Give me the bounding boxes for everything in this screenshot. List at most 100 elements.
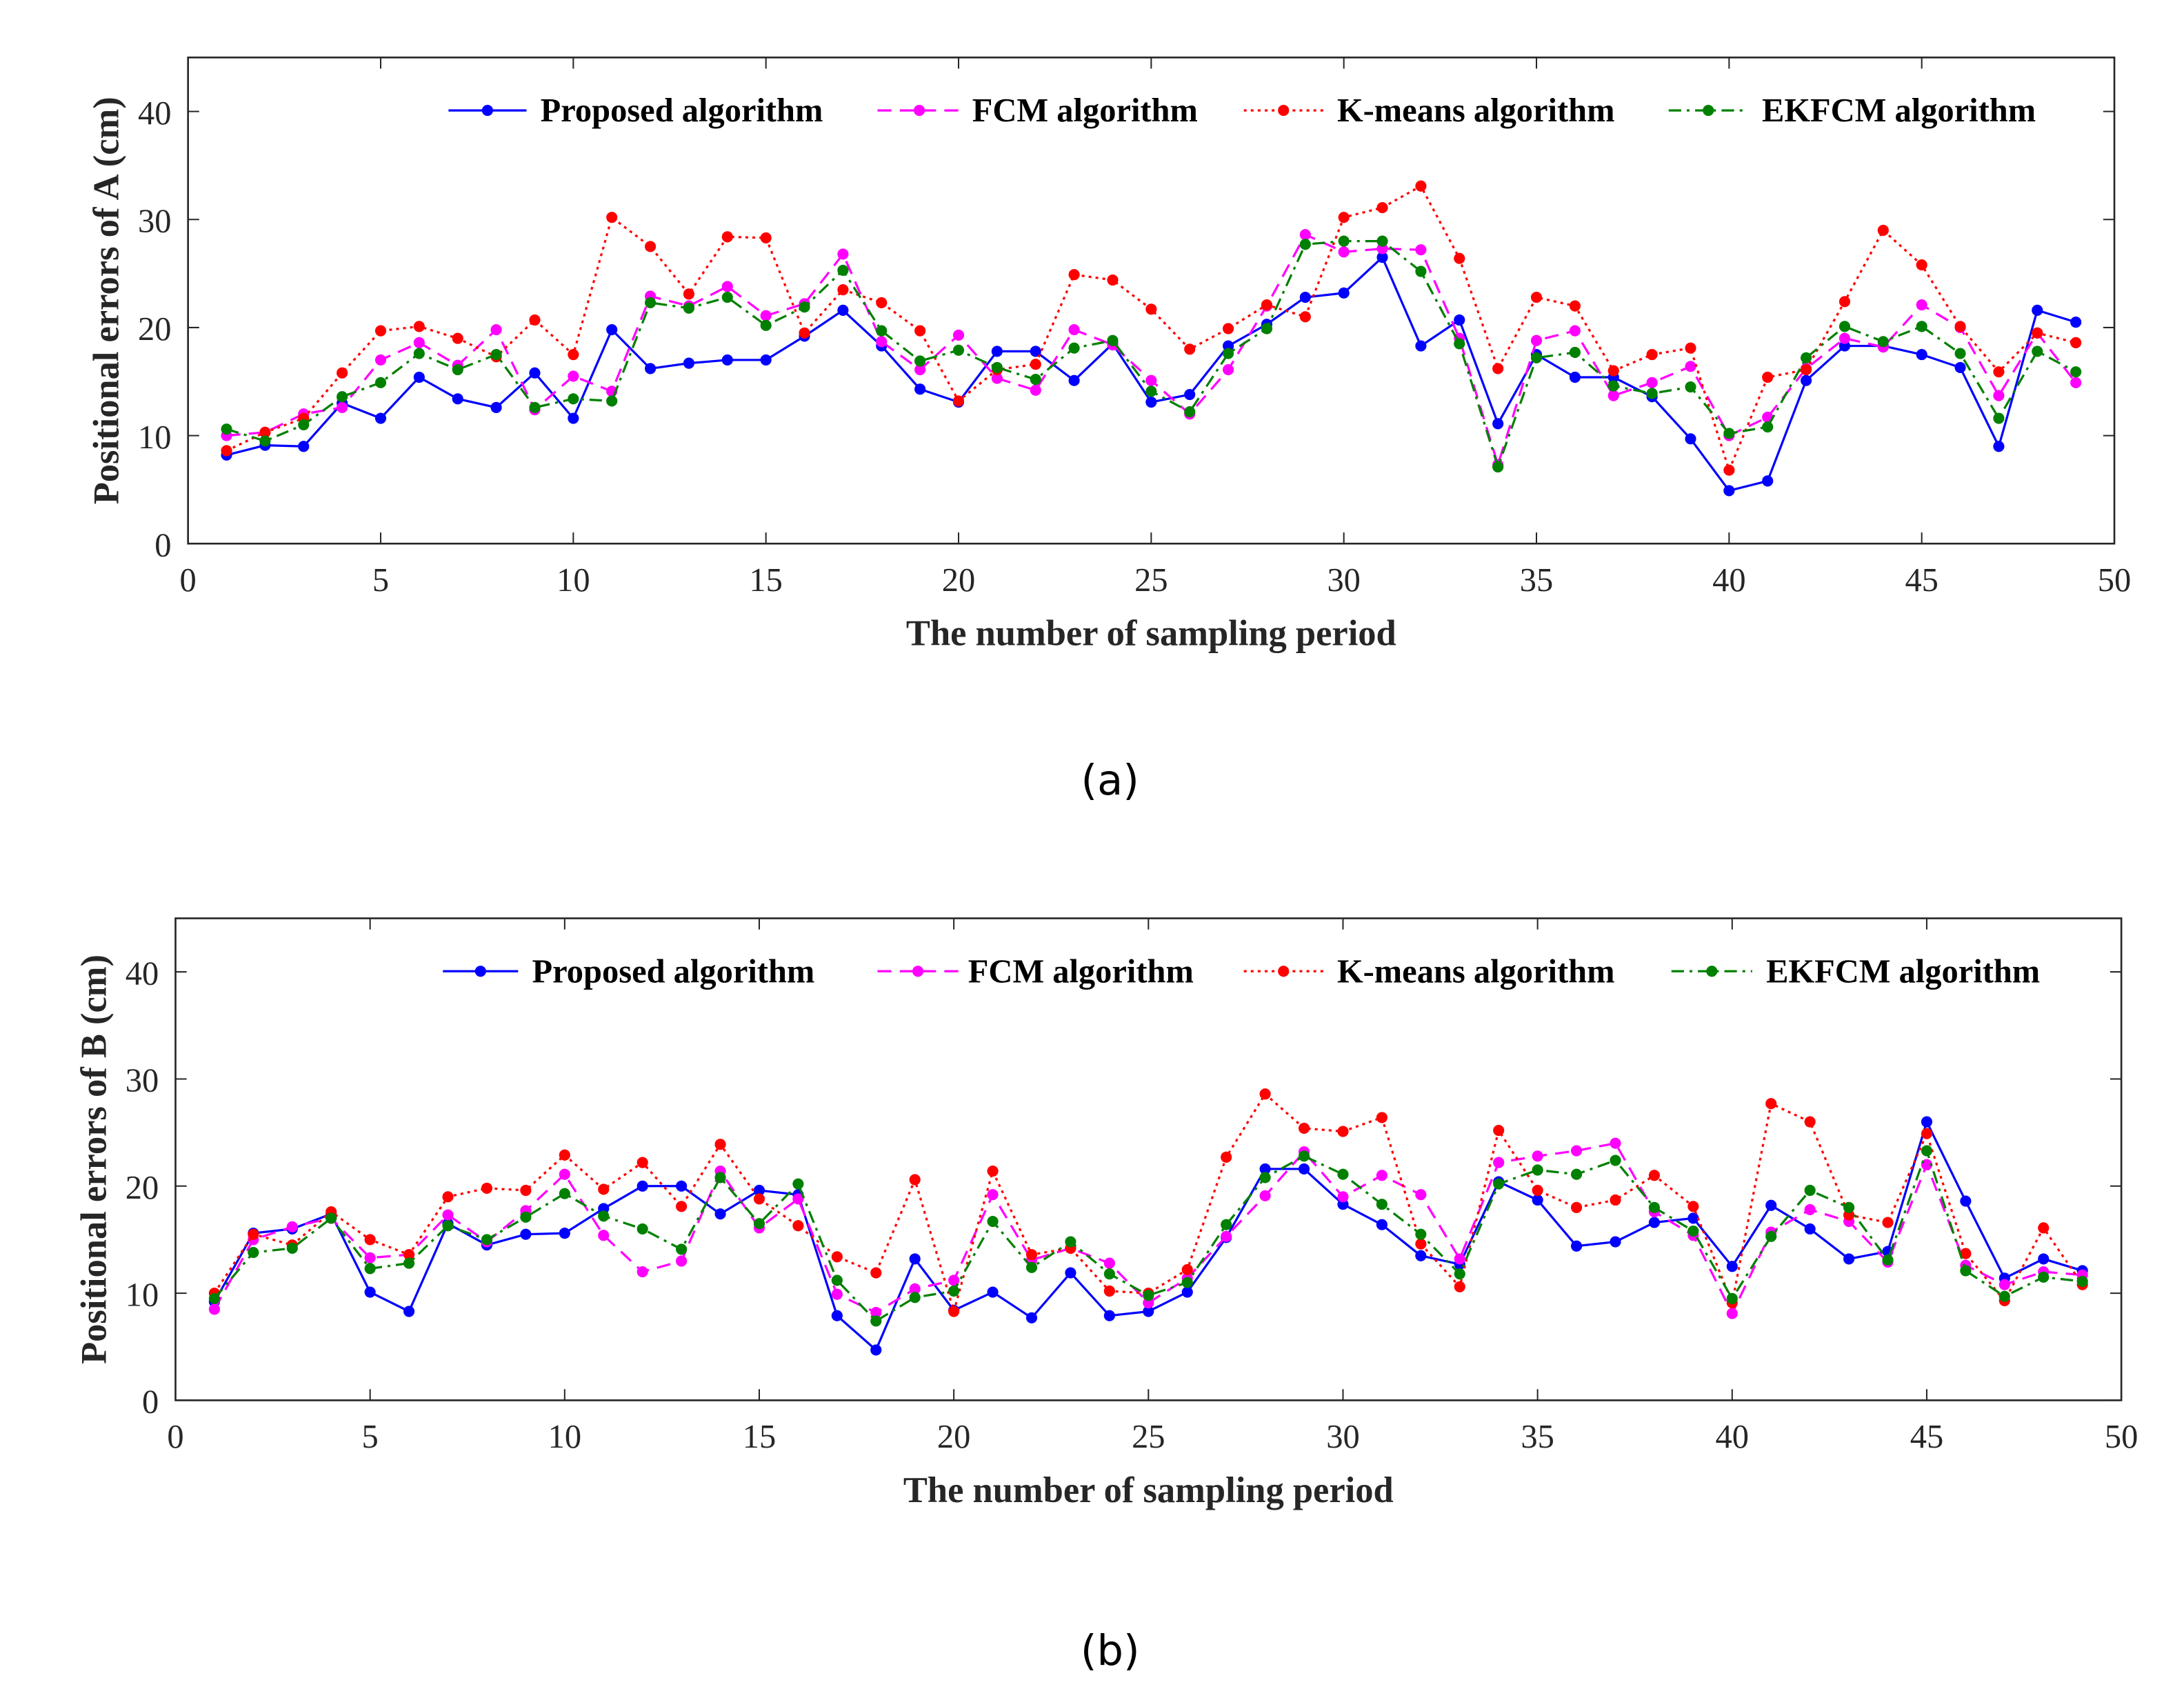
x-tick-label: 15 [749, 562, 782, 599]
data-point [1569, 371, 1581, 383]
data-point [760, 310, 772, 321]
data-point [831, 1251, 843, 1263]
legend-marker [913, 105, 925, 117]
data-point [1492, 418, 1504, 430]
data-point [1181, 1263, 1193, 1276]
data-point [948, 1306, 960, 1317]
data-point [1068, 342, 1080, 354]
data-point [1068, 374, 1080, 386]
data-point [1993, 412, 2005, 424]
data-point [1145, 303, 1157, 315]
data-point [1415, 340, 1427, 352]
data-point [1762, 371, 1774, 383]
legend-label: EKFCM algorithm [1766, 953, 2040, 990]
data-point [1103, 1268, 1115, 1280]
data-point [948, 1285, 960, 1297]
data-point [914, 383, 926, 395]
data-point [1954, 321, 1966, 332]
data-point [1415, 1250, 1427, 1261]
data-point [208, 1292, 221, 1304]
legend-label: EKFCM algorithm [1762, 92, 2036, 129]
data-point [598, 1230, 610, 1241]
data-point [991, 346, 1003, 357]
data-point [452, 332, 463, 344]
data-point [1610, 1236, 1621, 1248]
data-point [1298, 1163, 1310, 1175]
data-point [1726, 1308, 1738, 1319]
data-point [248, 1228, 259, 1240]
data-point [1415, 1189, 1427, 1201]
legend-marker [1278, 966, 1290, 977]
data-point [1493, 1124, 1505, 1137]
data-point [714, 1208, 726, 1220]
data-point [1181, 1277, 1193, 1288]
data-point [559, 1228, 570, 1239]
data-point [870, 1267, 882, 1279]
x-tick-label: 50 [2105, 1419, 2138, 1455]
x-tick-label: 5 [372, 562, 389, 599]
y-tick-label: 10 [138, 419, 171, 456]
data-point [1376, 1219, 1387, 1230]
data-point [1221, 1219, 1232, 1230]
data-point [1415, 1228, 1427, 1240]
data-point [337, 401, 348, 413]
data-point [987, 1215, 999, 1228]
data-point [1570, 1168, 1583, 1180]
panel-caption: (b) [1081, 1627, 1140, 1675]
data-point [644, 297, 657, 308]
data-point [403, 1257, 415, 1269]
data-point [1993, 441, 2005, 452]
data-point [831, 1288, 843, 1300]
x-tick-label: 40 [1712, 562, 1745, 599]
data-point [1025, 1249, 1038, 1261]
data-point [559, 1168, 570, 1180]
legend-label: K-means algorithm [1337, 953, 1615, 990]
data-point [1569, 346, 1581, 359]
x-tick-label: 20 [937, 1419, 970, 1455]
data-point [1337, 1191, 1349, 1203]
series-ekfcm-algorithm [221, 235, 2082, 473]
data-point [676, 1243, 688, 1255]
data-point [1103, 1310, 1115, 1321]
data-point [1532, 1150, 1543, 1162]
data-point [1765, 1199, 1777, 1211]
data-point [1916, 349, 1927, 361]
data-point [1030, 346, 1041, 357]
data-point [1222, 323, 1234, 334]
data-point [2070, 377, 2082, 388]
data-point [364, 1286, 376, 1298]
data-point [221, 445, 232, 457]
y-tick-label: 0 [154, 527, 171, 563]
data-point [1299, 229, 1311, 241]
data-point [1415, 244, 1427, 256]
x-tick-label: 0 [180, 562, 197, 599]
data-point [1843, 1253, 1855, 1265]
data-point [413, 337, 425, 348]
data-point [870, 1315, 882, 1327]
legend-label: FCM algorithm [972, 92, 1198, 129]
x-tick-label: 50 [2098, 562, 2131, 599]
data-point [1184, 388, 1196, 401]
data-point [442, 1209, 454, 1221]
data-point [683, 288, 695, 300]
data-point [2032, 346, 2043, 357]
data-point [1532, 1194, 1543, 1206]
data-point [568, 349, 579, 361]
data-point [909, 1253, 921, 1265]
data-point [1107, 274, 1119, 286]
data-point [1607, 380, 1619, 392]
y-tick-label: 10 [126, 1277, 159, 1313]
data-point [1532, 1164, 1543, 1176]
data-point [753, 1193, 765, 1205]
y-tick-label: 0 [142, 1384, 159, 1421]
data-point [644, 363, 657, 374]
data-point [1687, 1201, 1699, 1212]
data-point [1882, 1217, 1894, 1228]
data-point [529, 314, 541, 326]
data-point [1839, 296, 1851, 308]
data-point [637, 1157, 648, 1168]
x-tick-label: 35 [1520, 562, 1553, 599]
data-point [1530, 352, 1543, 363]
x-tick-label: 20 [942, 562, 975, 599]
legend-label: Proposed algorithm [532, 953, 815, 990]
